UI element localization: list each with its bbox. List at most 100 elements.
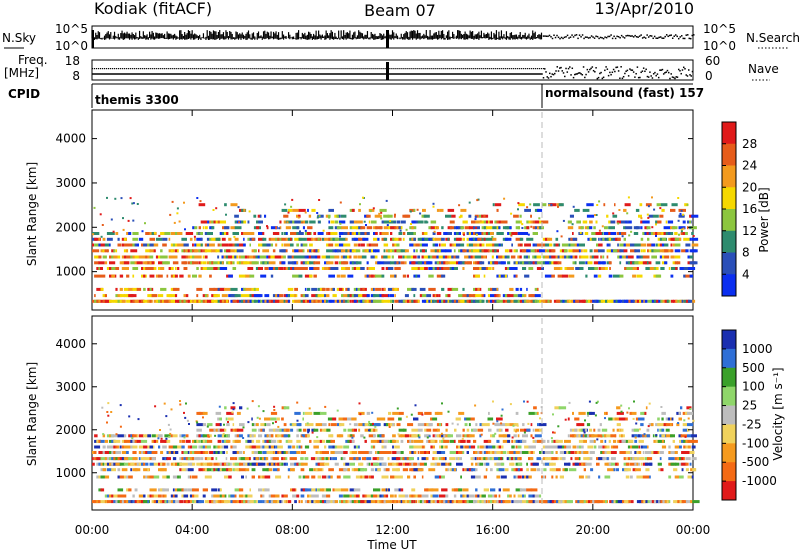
data-cell xyxy=(653,249,661,253)
data-cell xyxy=(98,261,105,265)
data-cell xyxy=(136,203,139,205)
nave-sample xyxy=(466,68,468,70)
data-cell xyxy=(621,232,627,235)
data-cell xyxy=(200,237,203,241)
data-cell xyxy=(584,232,589,235)
data-cell xyxy=(410,255,414,259)
data-cell xyxy=(606,249,609,253)
noise-search-sample xyxy=(619,36,621,39)
data-cell xyxy=(362,423,366,427)
nave-sample xyxy=(142,68,144,70)
colorbar-tick-label: 24 xyxy=(742,159,757,173)
data-cell xyxy=(593,428,596,432)
data-cell xyxy=(640,457,643,461)
data-cell xyxy=(417,411,423,415)
data-cell xyxy=(515,220,520,224)
nave-sample xyxy=(318,68,320,70)
data-cell xyxy=(398,462,403,466)
data-cell xyxy=(131,437,134,440)
data-cell xyxy=(519,237,524,241)
data-cell xyxy=(630,462,637,466)
data-cell xyxy=(353,255,358,259)
data-cell xyxy=(292,249,296,253)
nave-sample xyxy=(674,77,676,80)
data-cell xyxy=(681,299,684,303)
noise-search-sample xyxy=(586,36,588,38)
data-cell xyxy=(198,451,201,454)
nave-sample xyxy=(332,68,334,70)
data-cell xyxy=(143,451,146,454)
data-cell xyxy=(430,500,434,504)
data-cell xyxy=(117,451,121,454)
data-cell xyxy=(538,217,541,220)
data-cell xyxy=(391,255,394,259)
data-cell xyxy=(111,468,116,472)
data-cell xyxy=(498,434,506,438)
data-cell xyxy=(358,402,361,405)
data-cell xyxy=(96,457,102,461)
data-cell xyxy=(451,214,456,218)
data-cell xyxy=(128,287,134,291)
nave-sample xyxy=(671,76,674,78)
data-cell xyxy=(290,237,292,241)
nave-sample xyxy=(689,74,691,76)
data-cell xyxy=(449,500,454,504)
data-cell xyxy=(270,462,274,466)
data-cell xyxy=(586,423,591,427)
data-cell xyxy=(272,261,276,265)
data-cell xyxy=(441,274,446,278)
data-cell xyxy=(458,204,461,207)
data-cell xyxy=(630,230,633,233)
data-cell xyxy=(653,267,658,270)
data-cell xyxy=(689,274,693,278)
data-cell xyxy=(426,488,429,492)
data-cell xyxy=(451,243,454,247)
data-cell xyxy=(294,411,301,415)
data-cell xyxy=(289,423,292,426)
data-cell xyxy=(458,216,461,219)
data-cell xyxy=(160,468,167,472)
data-cell xyxy=(370,439,378,443)
data-cell xyxy=(513,439,518,443)
data-cell xyxy=(673,299,677,303)
data-cell xyxy=(284,203,287,206)
data-cell xyxy=(353,445,357,449)
data-cell xyxy=(321,255,329,259)
data-cell xyxy=(416,208,419,211)
noise-search-sample xyxy=(590,35,593,37)
data-cell xyxy=(292,226,300,230)
data-cell xyxy=(441,261,444,265)
nave-sample xyxy=(324,68,326,70)
data-cell xyxy=(121,500,126,504)
data-cell xyxy=(441,237,445,241)
data-cell xyxy=(506,255,510,259)
data-cell xyxy=(526,237,534,241)
data-cell xyxy=(355,261,362,265)
data-cell xyxy=(138,494,144,498)
data-cell xyxy=(432,428,439,432)
data-cell xyxy=(500,220,508,224)
data-cell xyxy=(687,475,693,479)
nave-sample xyxy=(228,68,230,70)
data-cell xyxy=(368,451,373,454)
data-cell xyxy=(200,434,205,438)
data-cell xyxy=(568,237,573,241)
data-cell xyxy=(219,243,222,247)
data-cell xyxy=(539,428,543,432)
data-cell xyxy=(290,451,298,454)
data-cell xyxy=(277,237,280,241)
data-cell xyxy=(315,451,319,454)
data-cell xyxy=(643,299,645,303)
data-cell xyxy=(104,261,108,265)
data-cell xyxy=(526,428,531,432)
data-cell xyxy=(370,468,375,472)
data-cell xyxy=(468,434,475,438)
data-cell xyxy=(670,417,672,421)
data-cell xyxy=(143,457,150,461)
data-cell xyxy=(109,445,114,449)
data-cell xyxy=(432,232,436,235)
data-cell xyxy=(266,468,269,472)
data-cell xyxy=(572,237,578,241)
data-cell xyxy=(226,434,228,438)
data-cell xyxy=(496,294,499,298)
